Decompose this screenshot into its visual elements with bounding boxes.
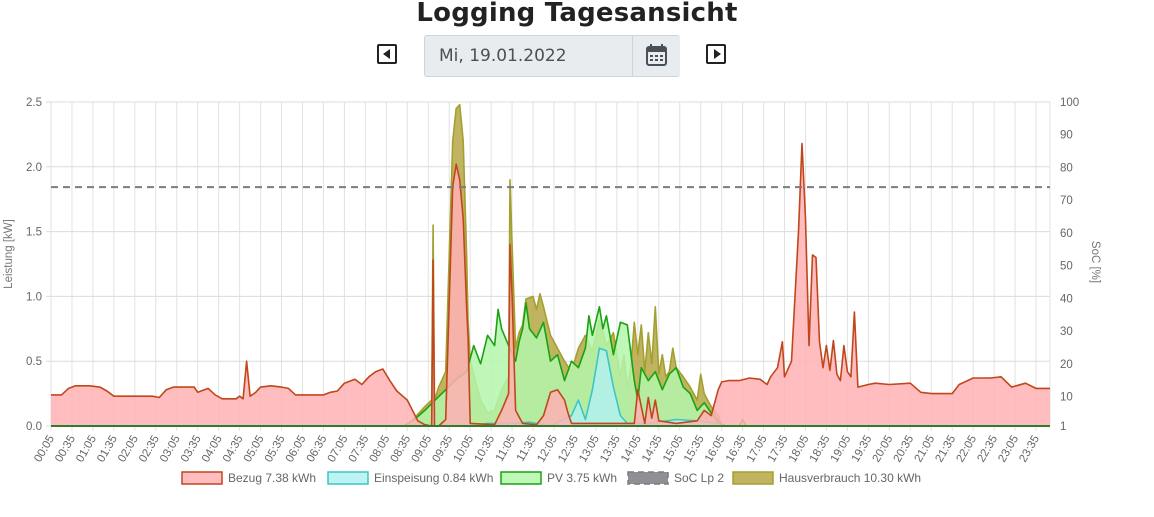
y2-tick-label: 30 xyxy=(1060,326,1073,338)
series-1-line xyxy=(51,347,1050,427)
date-picker[interactable] xyxy=(424,35,680,77)
x-tick-label: 03:35 xyxy=(179,434,204,465)
x-tick-label: 07:35 xyxy=(347,434,372,465)
y-tick-label: 1.0 xyxy=(26,291,42,303)
x-tick-label: 15:35 xyxy=(682,434,707,465)
x-tick-label: 10:05 xyxy=(451,434,476,465)
series-4-line xyxy=(51,103,1050,427)
x-tick-label: 13:35 xyxy=(598,434,623,465)
y2-tick-label: 100 xyxy=(1060,97,1079,109)
x-tick-label: 01:35 xyxy=(95,434,120,465)
axes: 00:0500:3501:0501:3502:0502:3503:0503:35… xyxy=(3,97,1101,464)
x-tick-label: 00:35 xyxy=(53,434,78,465)
y-axis-label: Leistung [kW] xyxy=(3,219,15,289)
x-tick-label: 03:05 xyxy=(158,434,183,465)
legend-swatch xyxy=(732,471,774,485)
legend-label: SoC Lp 2 xyxy=(674,471,724,485)
x-tick-label: 20:05 xyxy=(871,434,896,465)
series-2-line xyxy=(51,302,1050,427)
grid xyxy=(46,101,1051,431)
x-tick-label: 00:05 xyxy=(32,434,57,465)
legend-label: Bezug 7.38 kWh xyxy=(228,471,316,485)
y-tick-label: 2.5 xyxy=(26,97,42,109)
series-group xyxy=(51,103,1050,427)
caret-right-icon xyxy=(714,49,721,59)
x-tick-label: 18:05 xyxy=(787,434,812,465)
caret-left-icon xyxy=(383,49,390,59)
next-day-button[interactable] xyxy=(706,44,726,64)
y-tick-label: 0.0 xyxy=(26,421,42,433)
legend-swatch xyxy=(181,471,223,485)
x-tick-label: 23:05 xyxy=(996,434,1021,465)
x-tick-label: 05:05 xyxy=(242,434,267,465)
y-tick-label: 1.5 xyxy=(26,227,42,239)
y-tick-label: 0.5 xyxy=(26,356,42,368)
x-tick-label: 11:35 xyxy=(515,434,539,464)
x-tick-label: 16:05 xyxy=(703,434,728,465)
y2-tick-label: 40 xyxy=(1060,293,1073,305)
y2-tick-label: 1 xyxy=(1060,421,1066,433)
y2-tick-label: 10 xyxy=(1060,392,1073,404)
legend-label: Einspeisung 0.84 kWh xyxy=(374,471,493,485)
y2-tick-label: 60 xyxy=(1060,228,1073,240)
x-tick-label: 23:35 xyxy=(1017,434,1042,465)
page-title: Logging Tagesansicht xyxy=(416,0,738,28)
date-input[interactable] xyxy=(425,36,631,76)
x-tick-label: 13:05 xyxy=(577,434,602,465)
y2-tick-label: 90 xyxy=(1060,130,1073,142)
y2-axis-label: SoC [%] xyxy=(1089,241,1101,283)
x-tick-label: 19:35 xyxy=(850,434,875,465)
series-1-area xyxy=(51,348,1050,426)
x-tick-label: 02:35 xyxy=(137,434,162,465)
y-tick-label: 2.0 xyxy=(26,162,42,174)
legend-swatch xyxy=(500,471,542,485)
legend-swatch xyxy=(327,471,369,485)
x-tick-label: 22:35 xyxy=(975,434,1000,465)
x-tick-label: 10:35 xyxy=(472,434,497,465)
x-tick-label: 04:05 xyxy=(200,434,225,465)
x-tick-label: 08:05 xyxy=(368,434,393,465)
legend-label: PV 3.75 kWh xyxy=(547,471,617,485)
x-tick-label: 08:35 xyxy=(389,434,414,465)
series-4-area xyxy=(51,104,1050,426)
x-tick-label: 18:35 xyxy=(808,434,833,465)
x-tick-label: 11:05 xyxy=(494,434,518,464)
x-tick-label: 19:05 xyxy=(829,434,854,465)
x-tick-label: 12:05 xyxy=(535,434,560,465)
series-0-line xyxy=(51,142,1050,427)
x-tick-label: 14:35 xyxy=(640,434,665,465)
previous-day-button[interactable] xyxy=(377,44,397,64)
y2-tick-label: 80 xyxy=(1060,162,1073,174)
x-tick-label: 06:35 xyxy=(305,434,330,465)
x-tick-label: 16:35 xyxy=(724,434,749,465)
x-tick-label: 04:35 xyxy=(221,434,246,465)
y2-tick-label: 70 xyxy=(1060,195,1073,207)
x-tick-label: 05:35 xyxy=(263,434,288,465)
x-tick-label: 20:35 xyxy=(892,434,917,465)
x-tick-label: 15:05 xyxy=(661,434,686,465)
x-tick-label: 06:05 xyxy=(284,434,309,465)
calendar-icon xyxy=(646,44,667,66)
legend-swatch xyxy=(627,471,669,485)
x-tick-label: 07:05 xyxy=(326,434,351,465)
x-tick-label: 22:05 xyxy=(954,434,979,465)
x-tick-label: 02:05 xyxy=(116,434,141,465)
calendar-button[interactable] xyxy=(632,36,680,76)
x-tick-label: 09:35 xyxy=(431,434,456,465)
x-tick-label: 14:05 xyxy=(619,434,644,465)
x-tick-label: 21:05 xyxy=(913,434,938,465)
x-tick-label: 17:05 xyxy=(745,434,770,465)
x-tick-label: 12:35 xyxy=(556,434,581,465)
legend-label: Hausverbrauch 10.30 kWh xyxy=(779,471,921,485)
y2-tick-label: 50 xyxy=(1060,261,1073,273)
series-0-area xyxy=(51,143,1050,426)
legend: Bezug 7.38 kWh Einspeisung 0.84 kWh PV 3.7… xyxy=(181,471,921,485)
x-tick-label: 09:05 xyxy=(410,434,435,465)
x-tick-label: 21:35 xyxy=(933,434,958,465)
x-tick-label: 01:05 xyxy=(74,434,99,465)
x-tick-label: 17:35 xyxy=(766,434,791,465)
y2-tick-label: 20 xyxy=(1060,359,1073,371)
series-2-area xyxy=(51,302,1050,426)
